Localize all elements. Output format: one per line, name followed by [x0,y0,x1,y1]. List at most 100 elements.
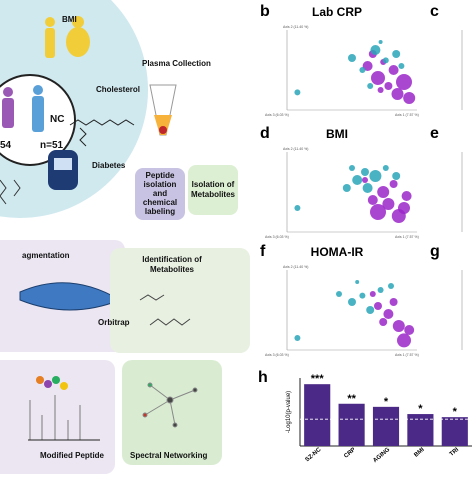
point [391,88,404,100]
point [382,198,395,210]
nc-figure [32,85,44,132]
point [398,63,405,69]
point [294,335,301,341]
peptide-box-text: isolation [144,180,177,189]
peptide-box [135,168,185,220]
axis-label: Axis 3 (6.03 %) [265,353,289,357]
point [366,306,375,314]
molecule [0,179,21,205]
bar [338,403,365,446]
point [377,87,384,93]
sz-n: 54 [0,140,12,151]
point [377,186,390,198]
point [362,61,373,71]
point [384,82,393,90]
identification-text: Identification of [142,255,202,264]
bar [304,384,331,446]
peptide-box-text: chemical [143,198,177,207]
metabolite-structure [139,294,191,326]
nc-n: n=51 [40,140,64,151]
metabolite-box [188,165,238,215]
point [404,325,415,335]
network [142,382,198,428]
point [388,283,394,289]
point [352,175,363,185]
point [371,71,385,85]
plasma-label: Plasma Collection [142,59,211,68]
panel-label: g [430,243,440,260]
bmi-figures [45,16,90,58]
identification-box [110,248,250,353]
x-tick-label: SZ-NC [305,447,323,464]
workflow [0,0,250,474]
value-label: *** [311,373,325,385]
point [403,92,416,104]
cholesterol-structure [69,119,135,147]
point [382,57,389,64]
point [355,280,360,284]
value-label: * [453,406,458,418]
peptide-panel [0,360,115,474]
point [362,177,368,183]
panel-label: b [260,3,270,20]
panel-label: e [430,125,439,142]
point [348,298,356,306]
axis-label: Axis 3 (6.03 %) [265,113,289,117]
axis-label: Axis 3 (6.03 %) [265,235,289,239]
axis-label: Axis 1 (7.57 %) [395,353,419,357]
point [359,67,366,73]
point [392,320,405,332]
pellet [159,126,167,134]
value-label: ** [347,393,356,405]
point [367,83,374,89]
point [359,292,366,299]
point [397,333,411,348]
peptide-box-text: labeling [145,207,175,216]
peptide-box-text: and [153,189,167,198]
nc-label: NC [50,114,64,125]
spectral-networking-label: Spectral Networking [130,451,207,460]
cholesterol-label: Cholesterol [96,85,140,94]
panel-title: Lab CRP [312,5,362,19]
point [388,65,399,75]
point [398,202,410,214]
spectrum [28,395,100,441]
point [367,195,378,205]
point [369,291,376,297]
value-label: * [384,396,389,408]
point [389,180,398,188]
diabetes-label: Diabetes [92,161,126,170]
fragmentation-label: agmentation [22,251,70,260]
point [336,291,342,297]
point [370,45,381,55]
peptide-beads [36,376,68,390]
point [370,204,386,220]
point [294,205,301,211]
point [389,298,398,306]
point [377,287,384,293]
axis-label: Axis 2 (11.40 %) [283,147,308,151]
sz-figure [2,87,14,128]
panel-title: BMI [326,127,348,141]
value-label: * [418,403,423,415]
point [362,183,373,193]
axis-label: Axis 2 (11.40 %) [283,265,308,269]
y-axis-label: -Log10(p-value) [286,391,292,433]
x-tick-label: TRI [449,447,461,458]
workflow-text: BMI Cholesterol Diabetes NC n=51 54 Plas… [0,15,211,460]
point [392,50,401,58]
x-tick-label: CRP [343,447,357,460]
point [383,309,394,319]
orbitrap-label: Orbitrap [98,318,130,327]
point [392,172,401,180]
point [349,165,355,171]
point [396,74,412,90]
x-tick-label: AGING [372,447,391,464]
point [342,184,351,192]
plasma [154,115,172,135]
peptide-box-text: Peptide [146,171,175,180]
panel-label: f [260,243,266,260]
identification-text: Metabolites [150,265,195,274]
panel-title: HOMA-IR [311,245,364,259]
